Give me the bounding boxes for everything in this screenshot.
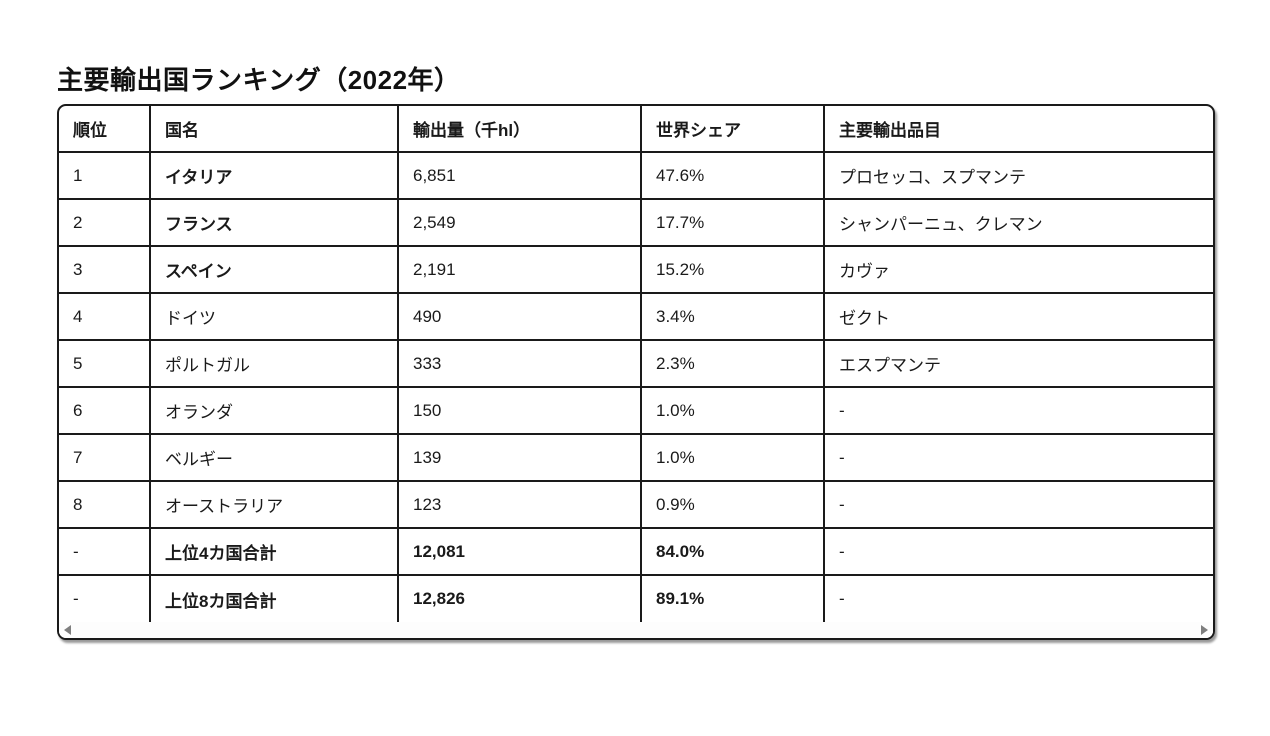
header-cell-3: 世界シェア [640,106,825,153]
cell-items: シャンパーニュ、クレマン [823,198,1213,247]
cell-country: 上位8カ国合計 [149,574,399,623]
cell-country: ポルトガル [149,339,399,388]
horizontal-scrollbar[interactable] [59,622,1213,638]
table-row: 5 ポルトガル 333 2.3% エスプマンテ [59,339,1213,388]
page-title: 主要輸出国ランキング（2022年） [57,65,461,96]
cell-rank: 2 [59,198,151,247]
cell-country: ベルギー [149,433,399,482]
cell-share: 15.2% [640,245,825,294]
cell-share: 84.0% [640,527,825,576]
cell-rank: 4 [59,292,151,341]
cell-volume: 150 [397,386,642,435]
cell-items: - [823,433,1213,482]
table-row: 3 スペイン 2,191 15.2% カヴァ [59,245,1213,294]
ranking-table: 順位 国名 輸出量（千hl） 世界シェア 主要輸出品目 1 イタリア 6,851 47.6% プ… [59,106,1213,623]
cell-volume: 490 [397,292,642,341]
table-row: 2 フランス 2,549 17.7% シャンパーニュ、クレマン [59,198,1213,247]
table-row: 7 ベルギー 139 1.0% - [59,433,1213,482]
cell-items: - [823,527,1213,576]
table-row: - 上位8カ国合計 12,826 89.1% - [59,574,1213,623]
table-row: 8 オーストラリア 123 0.9% - [59,480,1213,529]
header-cell-0: 順位 [59,106,151,153]
table-row: 1 イタリア 6,851 47.6% プロセッコ、スプマンテ [59,151,1213,200]
cell-volume: 333 [397,339,642,388]
cell-share: 47.6% [640,151,825,200]
cell-volume: 2,549 [397,198,642,247]
cell-items: エスプマンテ [823,339,1213,388]
cell-rank: 5 [59,339,151,388]
table-row: 6 オランダ 150 1.0% - [59,386,1213,435]
cell-items: カヴァ [823,245,1213,294]
ranking-table-card: 順位 国名 輸出量（千hl） 世界シェア 主要輸出品目 1 イタリア 6,851 47.6% プ… [57,104,1215,640]
scroll-left-arrow-icon[interactable] [64,625,71,635]
cell-volume: 2,191 [397,245,642,294]
cell-items: ゼクト [823,292,1213,341]
cell-share: 1.0% [640,433,825,482]
header-cell-4: 主要輸出品目 [823,106,1213,153]
cell-country: ドイツ [149,292,399,341]
cell-items: - [823,480,1213,529]
cell-share: 0.9% [640,480,825,529]
table-body: 1 イタリア 6,851 47.6% プロセッコ、スプマンテ 2 フランス 2,549 17.7… [59,151,1213,623]
cell-items: - [823,386,1213,435]
cell-country: フランス [149,198,399,247]
cell-items: プロセッコ、スプマンテ [823,151,1213,200]
cell-volume: 123 [397,480,642,529]
cell-volume: 6,851 [397,151,642,200]
cell-country: スペイン [149,245,399,294]
cell-volume: 12,081 [397,527,642,576]
cell-rank: 1 [59,151,151,200]
cell-rank: 8 [59,480,151,529]
cell-share: 17.7% [640,198,825,247]
cell-share: 2.3% [640,339,825,388]
table-row: - 上位4カ国合計 12,081 84.0% - [59,527,1213,576]
table-row: 4 ドイツ 490 3.4% ゼクト [59,292,1213,341]
cell-rank: 6 [59,386,151,435]
header-cell-1: 国名 [149,106,399,153]
cell-country: オランダ [149,386,399,435]
cell-share: 1.0% [640,386,825,435]
cell-rank: 7 [59,433,151,482]
cell-country: オーストラリア [149,480,399,529]
scroll-right-arrow-icon[interactable] [1201,625,1208,635]
cell-volume: 139 [397,433,642,482]
cell-share: 3.4% [640,292,825,341]
cell-country: イタリア [149,151,399,200]
cell-volume: 12,826 [397,574,642,623]
cell-items: - [823,574,1213,623]
cell-rank: - [59,574,151,623]
header-cell-2: 輸出量（千hl） [397,106,642,153]
cell-rank: 3 [59,245,151,294]
cell-share: 89.1% [640,574,825,623]
header-row: 順位 国名 輸出量（千hl） 世界シェア 主要輸出品目 [59,106,1213,153]
cell-country: 上位4カ国合計 [149,527,399,576]
cell-rank: - [59,527,151,576]
